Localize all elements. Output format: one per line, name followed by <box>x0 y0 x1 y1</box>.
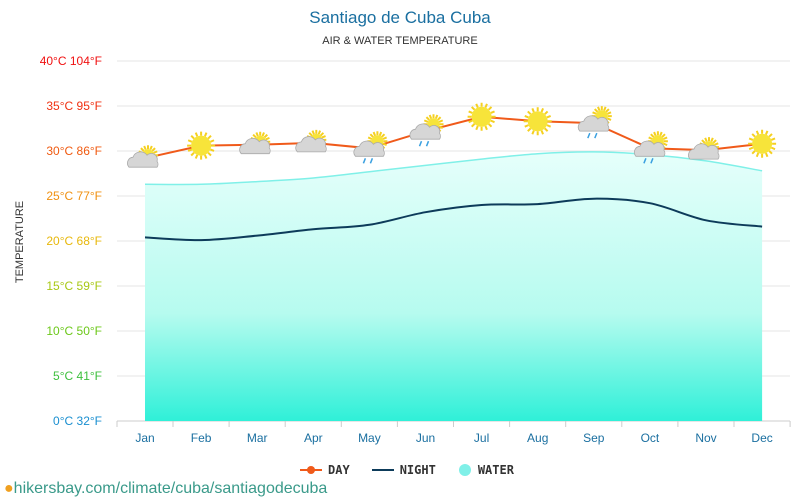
cloud-icon <box>409 123 441 140</box>
source-link[interactable]: ●hikersbay.com/climate/cuba/santiagodecu… <box>4 480 328 497</box>
x-tick-label: Jan <box>135 431 154 445</box>
y-tick-label: 20°C 68°F <box>46 234 102 248</box>
x-tick-label: Apr <box>304 431 323 445</box>
y-tick-label: 30°C 86°F <box>46 144 102 158</box>
x-tick-label: Feb <box>191 431 212 445</box>
sun-icon <box>752 133 773 154</box>
location-pin-icon: ● <box>4 480 14 497</box>
rain-drops <box>643 158 654 164</box>
x-tick-label: May <box>358 431 381 445</box>
cloud-icon <box>127 151 159 168</box>
sun-icon <box>527 111 548 132</box>
sun-rays <box>187 131 216 160</box>
x-tick-label: Aug <box>527 431 548 445</box>
sun-rays <box>748 129 777 158</box>
x-tick-label: Jul <box>474 431 489 445</box>
rain-drops <box>587 132 598 139</box>
chart-title: Santiago de Cuba Cuba <box>309 8 491 27</box>
sun-icon <box>191 135 212 156</box>
x-tick-label: Dec <box>751 431 772 445</box>
legend-day[interactable]: DAY <box>300 463 350 477</box>
chart-subtitle: AIR & WATER TEMPERATURE <box>322 35 478 47</box>
x-tick-label: Nov <box>695 431 716 445</box>
cloud-icon <box>239 138 271 155</box>
y-tick-label: 0°C 32°F <box>53 414 102 428</box>
x-tick-label: Jun <box>416 431 435 445</box>
day-line <box>144 115 763 160</box>
cloud-icon <box>633 140 666 157</box>
y-tick-label: 10°C 50°F <box>46 324 102 338</box>
sun-rays <box>467 102 496 131</box>
y-tick-label: 25°C 77°F <box>46 189 102 203</box>
rain-drops <box>418 140 430 147</box>
y-tick-label: 40°C 104°F <box>40 54 102 68</box>
y-tick-label: 35°C 95°F <box>46 99 102 113</box>
legend-night[interactable]: NIGHT <box>371 463 436 477</box>
x-tick-label: Mar <box>247 431 268 445</box>
x-tick-label: Sep <box>583 431 605 445</box>
water-area <box>145 151 763 421</box>
cloud-icon <box>688 143 720 160</box>
cloud-icon <box>353 140 385 157</box>
cloud-icon <box>295 136 327 153</box>
night-line <box>144 197 763 242</box>
legend-water[interactable]: WATER <box>458 463 514 477</box>
x-tick-label: Oct <box>641 431 660 445</box>
y-tick-label: 15°C 59°F <box>46 279 102 293</box>
sun-rays <box>523 107 552 136</box>
rain-drops <box>362 158 374 164</box>
y-tick-label: 5°C 41°F <box>53 369 102 383</box>
sun-icon <box>471 106 492 127</box>
legend: DAY NIGHT WATER <box>300 463 514 477</box>
cloud-icon <box>577 115 610 132</box>
